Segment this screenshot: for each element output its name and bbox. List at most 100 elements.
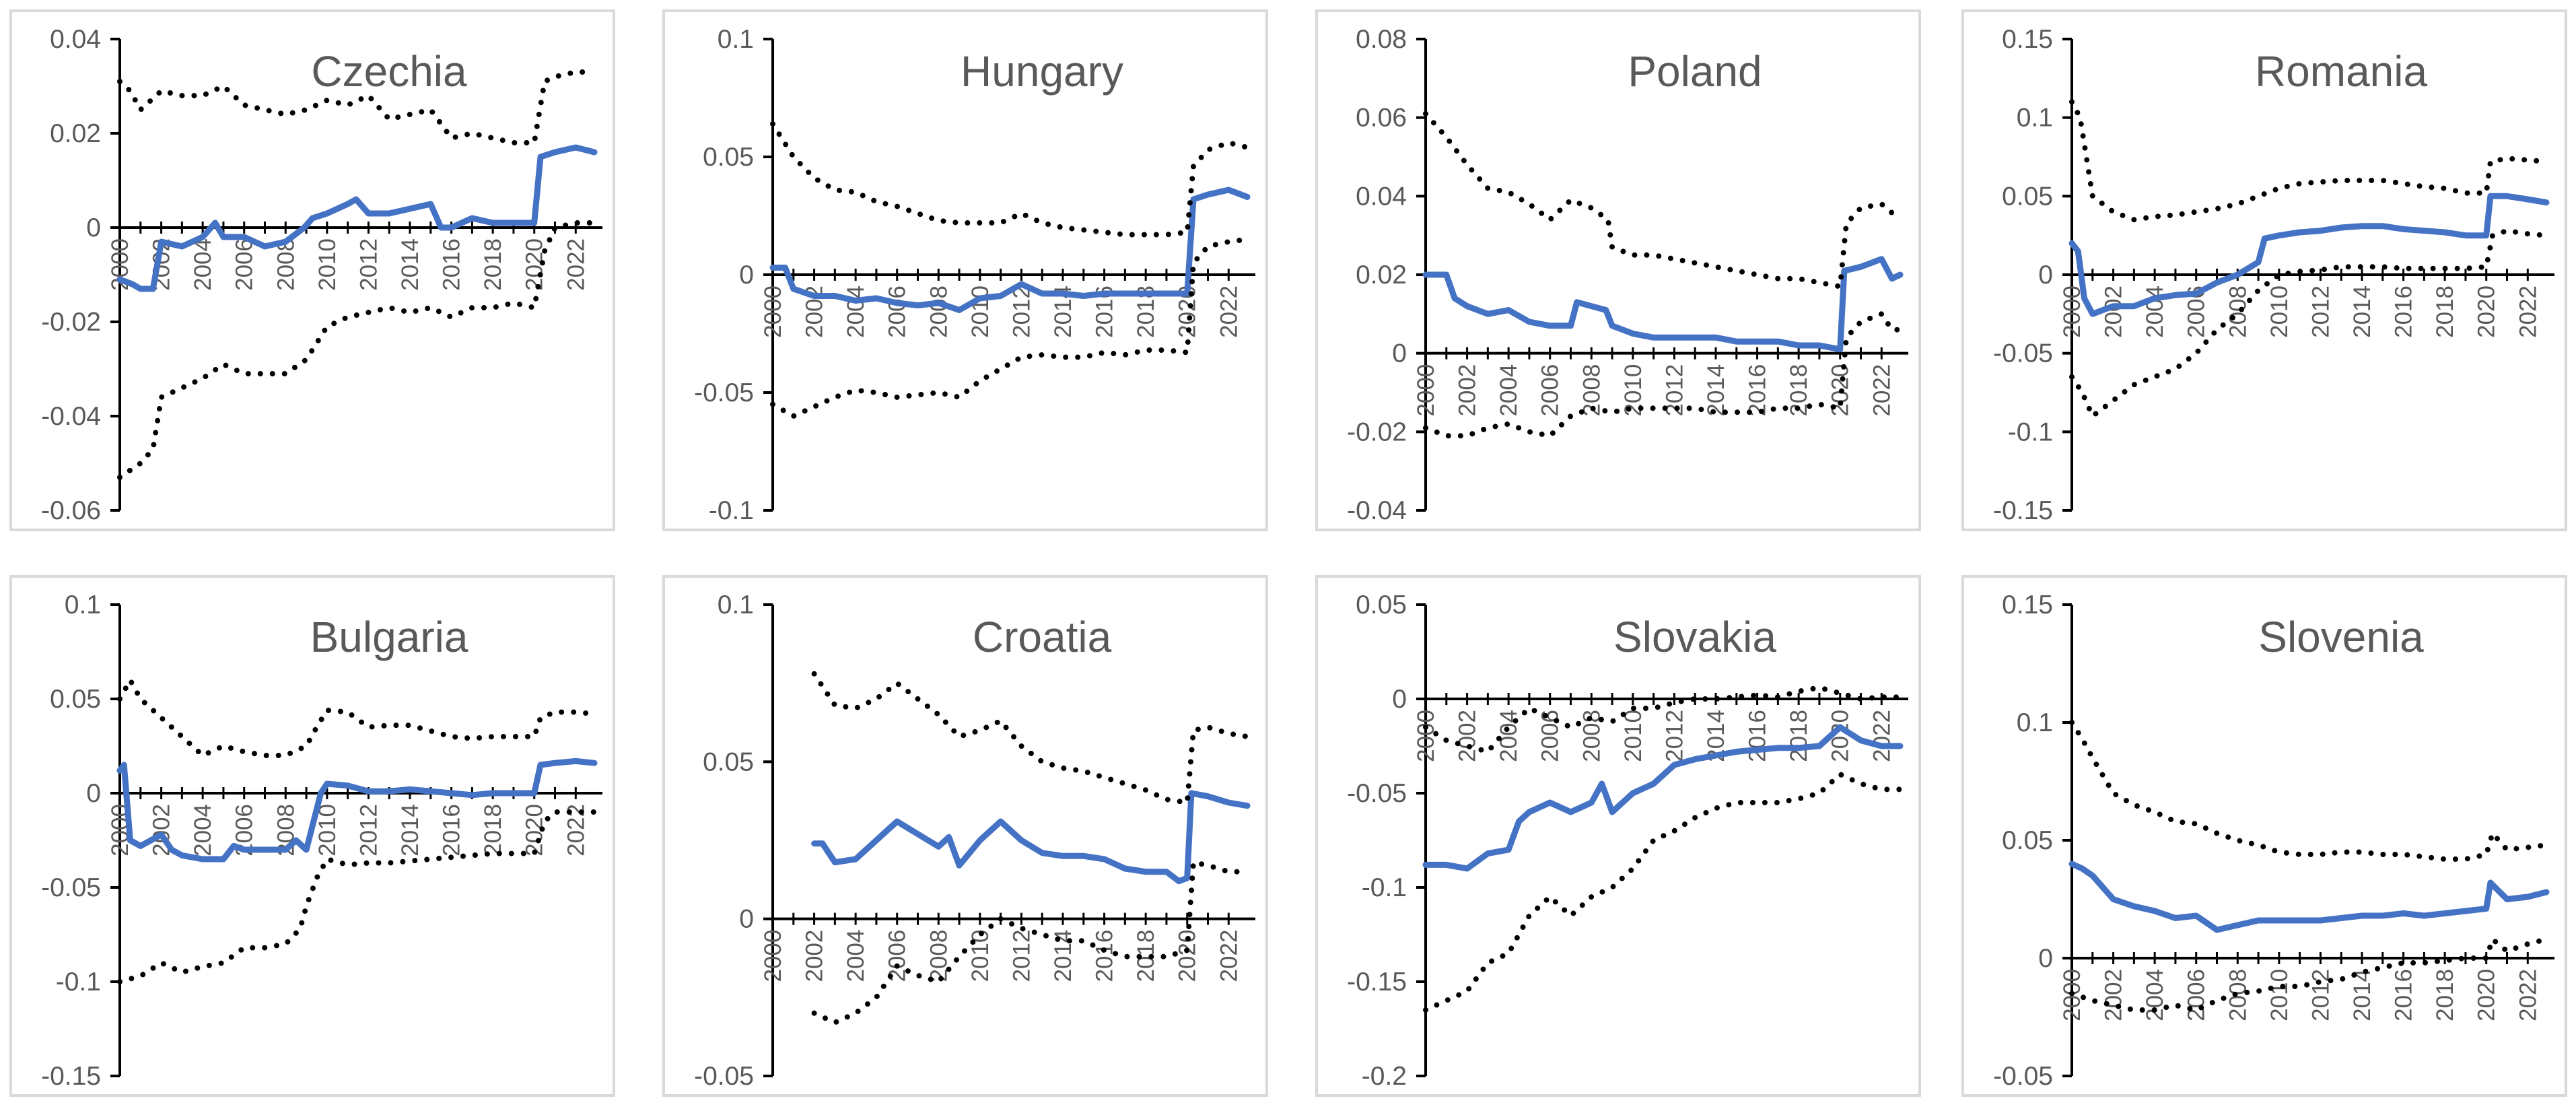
x-tick-label: 2014 [2349, 285, 2375, 338]
y-tick-label: 0.05 [703, 143, 754, 172]
x-tick-label: 2018 [480, 238, 506, 291]
series-line-estimate [1422, 256, 1904, 353]
series-line-lower [117, 809, 597, 984]
x-tick-label: 2022 [1216, 930, 1242, 982]
x-tick-label: 2000 [1413, 364, 1439, 417]
y-tick-label: 0.02 [50, 119, 101, 148]
y-tick-label: -0.1 [1362, 873, 1407, 902]
x-tick-label: 2012 [1008, 285, 1035, 338]
series-line-lower [770, 236, 1250, 419]
y-tick-label: 0.04 [50, 25, 101, 54]
y-tick-label: 0 [1392, 685, 1407, 714]
x-tick-label: 2014 [397, 804, 423, 856]
chart-svg: -0.04 -0.02 0 0.02 0.04 0.06 0.08 2000 2002 2004 2… [1347, 25, 1908, 525]
y-tick-label: -0.2 [1362, 1062, 1407, 1091]
y-tick-label: -0.15 [1347, 968, 1407, 997]
x-tick-label: 2018 [480, 804, 506, 856]
y-tick-label: 0 [2038, 944, 2053, 973]
chart-panel-slovenia: -0.05 0 0.05 0.1 0.15 2000 2002 2004 2006 2008 201… [1961, 575, 2567, 1097]
y-tick-label: 0.1 [718, 591, 754, 619]
x-tick-label: 2016 [1745, 710, 1771, 762]
x-tick-label: 2000 [760, 930, 786, 982]
x-tick-label: 2002 [2101, 969, 2127, 1021]
series-line-upper [811, 671, 1250, 805]
x-tick-label: 2004 [1496, 364, 1522, 417]
y-tick-label: -0.02 [41, 308, 101, 337]
x-tick-label: 2010 [967, 285, 994, 338]
y-tick-label: 0 [739, 261, 754, 290]
x-tick-label: 2010 [2266, 285, 2293, 338]
y-tick-label: 0.08 [1356, 25, 1407, 54]
x-tick-label: 2018 [2432, 285, 2458, 338]
y-tick-label: 0 [2038, 261, 2053, 290]
chart-title: Hungary [961, 47, 1123, 96]
series-line-lower [2069, 937, 2549, 1013]
x-tick-label: 2022 [563, 238, 589, 291]
y-tick-label: 0.06 [1356, 104, 1407, 133]
series-line-upper [2069, 720, 2549, 862]
x-tick-label: 2004 [1496, 710, 1522, 762]
x-tick-label: 2006 [884, 930, 911, 982]
series-line-estimate [2068, 861, 2550, 933]
y-tick-label: -0.05 [694, 378, 754, 407]
x-tick-label: 2016 [2391, 285, 2417, 338]
x-tick-label: 2022 [1216, 285, 1242, 338]
x-tick-label: 2002 [1455, 364, 1481, 417]
x-tick-label: 2002 [802, 930, 828, 982]
y-tick-label: 0.15 [2002, 591, 2053, 619]
x-tick-label: 2022 [2515, 285, 2541, 338]
y-tick-label: -0.05 [694, 1062, 754, 1091]
chart-panel-croatia: -0.05 0 0.05 0.1 2000 2002 2004 2006 2008 2010 201… [662, 575, 1268, 1097]
series-line-estimate [811, 790, 1251, 885]
x-tick-label: 2012 [1661, 710, 1687, 762]
y-tick-label: -0.1 [2008, 417, 2053, 446]
y-tick-label: 0.05 [1356, 591, 1407, 619]
y-tick-label: -0.02 [1347, 417, 1407, 446]
series-line-lower [1423, 772, 1903, 1013]
chart-panel-slovakia: -0.2 -0.15 -0.1 -0.05 0 0.05 2000 2002 2004 2006 2… [1315, 575, 1921, 1097]
x-tick-label: 2008 [926, 930, 952, 982]
series-line-upper [1423, 110, 1903, 290]
x-tick-label: 2020 [2474, 969, 2500, 1021]
x-tick-label: 2008 [926, 285, 952, 338]
series-line-lower [117, 220, 597, 480]
x-tick-label: 2012 [1008, 930, 1035, 982]
x-tick-label: 2008 [2225, 969, 2251, 1021]
y-tick-label: 0 [86, 213, 101, 242]
y-tick-label: 0 [86, 779, 101, 808]
x-tick-label: 2016 [439, 238, 465, 291]
y-tick-label: 0 [1392, 339, 1407, 368]
x-tick-label: 2010 [2266, 969, 2293, 1021]
chart-title: Slovakia [1613, 613, 1776, 661]
y-tick-label: 0.05 [2002, 826, 2053, 855]
chart-title: Croatia [973, 613, 1112, 661]
x-tick-label: 2006 [1537, 364, 1564, 417]
x-tick-label: 2012 [355, 238, 382, 291]
y-tick-label: -0.04 [41, 402, 101, 431]
x-tick-label: 2018 [1786, 710, 1812, 762]
x-tick-label: 2010 [314, 238, 341, 291]
x-tick-label: 2004 [190, 804, 216, 856]
y-tick-label: 0.1 [65, 591, 101, 619]
chart-title: Bulgaria [310, 613, 468, 661]
x-tick-label: 2014 [2349, 969, 2375, 1021]
chart-panel-hungary: -0.1 -0.05 0 0.05 0.1 2000 2002 2004 2006 2008 201… [662, 9, 1268, 531]
series-line-estimate [1422, 724, 1904, 872]
y-tick-label: -0.05 [1993, 1062, 2053, 1091]
y-tick-label: 0.02 [1356, 261, 1407, 290]
chart-title: Slovenia [2258, 613, 2424, 661]
series-line-upper [2069, 99, 2549, 223]
y-tick-label: -0.06 [41, 496, 101, 525]
x-tick-label: 2022 [1869, 710, 1895, 762]
x-tick-label: 2022 [1869, 364, 1895, 417]
series-line-upper [1423, 685, 1903, 755]
x-tick-label: 2008 [2225, 285, 2251, 338]
x-tick-label: 2012 [2307, 285, 2334, 338]
series-line-estimate [116, 144, 598, 292]
x-tick-label: 2016 [1092, 930, 1118, 982]
y-tick-label: -0.04 [1347, 496, 1407, 525]
y-tick-label: -0.15 [41, 1062, 101, 1091]
x-tick-label: 2014 [397, 238, 423, 291]
